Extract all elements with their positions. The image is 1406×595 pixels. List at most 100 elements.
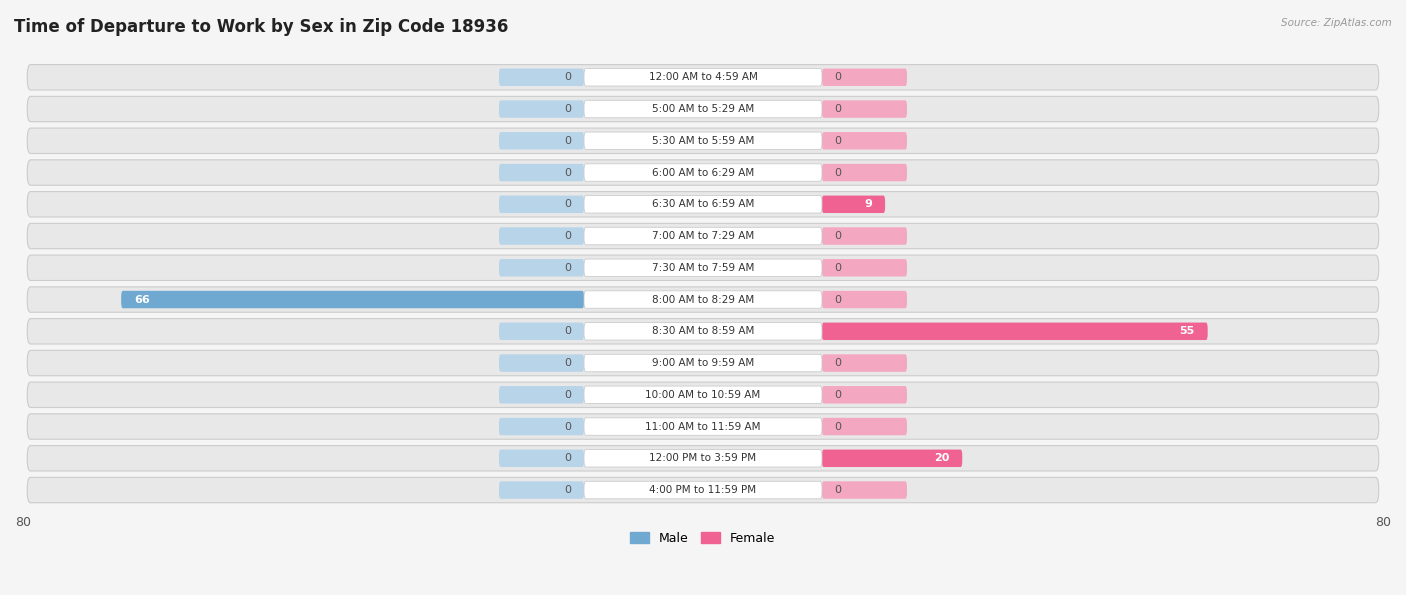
FancyBboxPatch shape — [27, 350, 1379, 376]
Text: 6:00 AM to 6:29 AM: 6:00 AM to 6:29 AM — [652, 168, 754, 177]
Text: 5:00 AM to 5:29 AM: 5:00 AM to 5:29 AM — [652, 104, 754, 114]
Text: 0: 0 — [564, 199, 571, 209]
Text: 0: 0 — [564, 358, 571, 368]
Text: 0: 0 — [835, 421, 842, 431]
Text: 0: 0 — [835, 390, 842, 400]
Text: 5:30 AM to 5:59 AM: 5:30 AM to 5:59 AM — [652, 136, 754, 146]
Text: 8:00 AM to 8:29 AM: 8:00 AM to 8:29 AM — [652, 295, 754, 305]
FancyBboxPatch shape — [823, 481, 907, 499]
FancyBboxPatch shape — [499, 196, 583, 213]
Text: 0: 0 — [835, 295, 842, 305]
Text: 0: 0 — [564, 453, 571, 464]
FancyBboxPatch shape — [823, 101, 907, 118]
Text: Source: ZipAtlas.com: Source: ZipAtlas.com — [1281, 18, 1392, 28]
FancyBboxPatch shape — [583, 196, 823, 213]
Text: 66: 66 — [134, 295, 149, 305]
Text: 0: 0 — [835, 136, 842, 146]
FancyBboxPatch shape — [499, 68, 583, 86]
Text: 0: 0 — [564, 104, 571, 114]
FancyBboxPatch shape — [499, 418, 583, 436]
FancyBboxPatch shape — [27, 477, 1379, 503]
FancyBboxPatch shape — [823, 227, 907, 245]
FancyBboxPatch shape — [27, 160, 1379, 185]
FancyBboxPatch shape — [499, 132, 583, 149]
Text: 0: 0 — [835, 168, 842, 177]
Text: 0: 0 — [835, 72, 842, 82]
Text: 0: 0 — [835, 485, 842, 495]
Text: 7:30 AM to 7:59 AM: 7:30 AM to 7:59 AM — [652, 263, 754, 273]
Text: 10:00 AM to 10:59 AM: 10:00 AM to 10:59 AM — [645, 390, 761, 400]
FancyBboxPatch shape — [27, 96, 1379, 122]
Text: 0: 0 — [835, 231, 842, 241]
Text: 0: 0 — [564, 326, 571, 336]
Text: 0: 0 — [564, 136, 571, 146]
FancyBboxPatch shape — [823, 386, 907, 403]
FancyBboxPatch shape — [823, 354, 907, 372]
FancyBboxPatch shape — [583, 164, 823, 181]
Text: 4:00 PM to 11:59 PM: 4:00 PM to 11:59 PM — [650, 485, 756, 495]
FancyBboxPatch shape — [499, 450, 583, 467]
Text: 6:30 AM to 6:59 AM: 6:30 AM to 6:59 AM — [652, 199, 754, 209]
FancyBboxPatch shape — [823, 132, 907, 149]
FancyBboxPatch shape — [583, 322, 823, 340]
FancyBboxPatch shape — [823, 291, 907, 308]
FancyBboxPatch shape — [823, 259, 907, 277]
Text: Time of Departure to Work by Sex in Zip Code 18936: Time of Departure to Work by Sex in Zip … — [14, 18, 509, 36]
Text: 9:00 AM to 9:59 AM: 9:00 AM to 9:59 AM — [652, 358, 754, 368]
FancyBboxPatch shape — [27, 128, 1379, 154]
FancyBboxPatch shape — [823, 68, 907, 86]
FancyBboxPatch shape — [583, 386, 823, 403]
FancyBboxPatch shape — [27, 318, 1379, 344]
FancyBboxPatch shape — [499, 354, 583, 372]
FancyBboxPatch shape — [583, 132, 823, 149]
Text: 0: 0 — [564, 231, 571, 241]
FancyBboxPatch shape — [823, 450, 962, 467]
FancyBboxPatch shape — [27, 223, 1379, 249]
Text: 7:00 AM to 7:29 AM: 7:00 AM to 7:29 AM — [652, 231, 754, 241]
Text: 8:30 AM to 8:59 AM: 8:30 AM to 8:59 AM — [652, 326, 754, 336]
Text: 0: 0 — [564, 421, 571, 431]
FancyBboxPatch shape — [583, 418, 823, 436]
Text: 0: 0 — [835, 104, 842, 114]
Text: 0: 0 — [835, 358, 842, 368]
FancyBboxPatch shape — [499, 259, 583, 277]
Text: 12:00 PM to 3:59 PM: 12:00 PM to 3:59 PM — [650, 453, 756, 464]
Text: 55: 55 — [1180, 326, 1195, 336]
FancyBboxPatch shape — [583, 450, 823, 467]
FancyBboxPatch shape — [499, 322, 583, 340]
FancyBboxPatch shape — [583, 68, 823, 86]
FancyBboxPatch shape — [499, 386, 583, 403]
FancyBboxPatch shape — [823, 196, 886, 213]
Legend: Male, Female: Male, Female — [626, 527, 780, 550]
FancyBboxPatch shape — [27, 255, 1379, 280]
FancyBboxPatch shape — [823, 164, 907, 181]
FancyBboxPatch shape — [121, 291, 583, 308]
FancyBboxPatch shape — [27, 287, 1379, 312]
FancyBboxPatch shape — [499, 227, 583, 245]
FancyBboxPatch shape — [27, 382, 1379, 408]
FancyBboxPatch shape — [27, 414, 1379, 439]
Text: 0: 0 — [564, 485, 571, 495]
Text: 0: 0 — [835, 263, 842, 273]
FancyBboxPatch shape — [583, 227, 823, 245]
FancyBboxPatch shape — [823, 418, 907, 436]
FancyBboxPatch shape — [499, 101, 583, 118]
FancyBboxPatch shape — [27, 446, 1379, 471]
FancyBboxPatch shape — [823, 322, 1208, 340]
Text: 0: 0 — [564, 72, 571, 82]
Text: 0: 0 — [564, 390, 571, 400]
FancyBboxPatch shape — [499, 164, 583, 181]
Text: 0: 0 — [564, 263, 571, 273]
FancyBboxPatch shape — [499, 481, 583, 499]
Text: 0: 0 — [564, 168, 571, 177]
FancyBboxPatch shape — [583, 259, 823, 277]
Text: 12:00 AM to 4:59 AM: 12:00 AM to 4:59 AM — [648, 72, 758, 82]
Text: 20: 20 — [934, 453, 949, 464]
Text: 9: 9 — [865, 199, 872, 209]
Text: 11:00 AM to 11:59 AM: 11:00 AM to 11:59 AM — [645, 421, 761, 431]
FancyBboxPatch shape — [583, 481, 823, 499]
FancyBboxPatch shape — [27, 192, 1379, 217]
FancyBboxPatch shape — [27, 65, 1379, 90]
FancyBboxPatch shape — [583, 291, 823, 308]
FancyBboxPatch shape — [583, 354, 823, 372]
